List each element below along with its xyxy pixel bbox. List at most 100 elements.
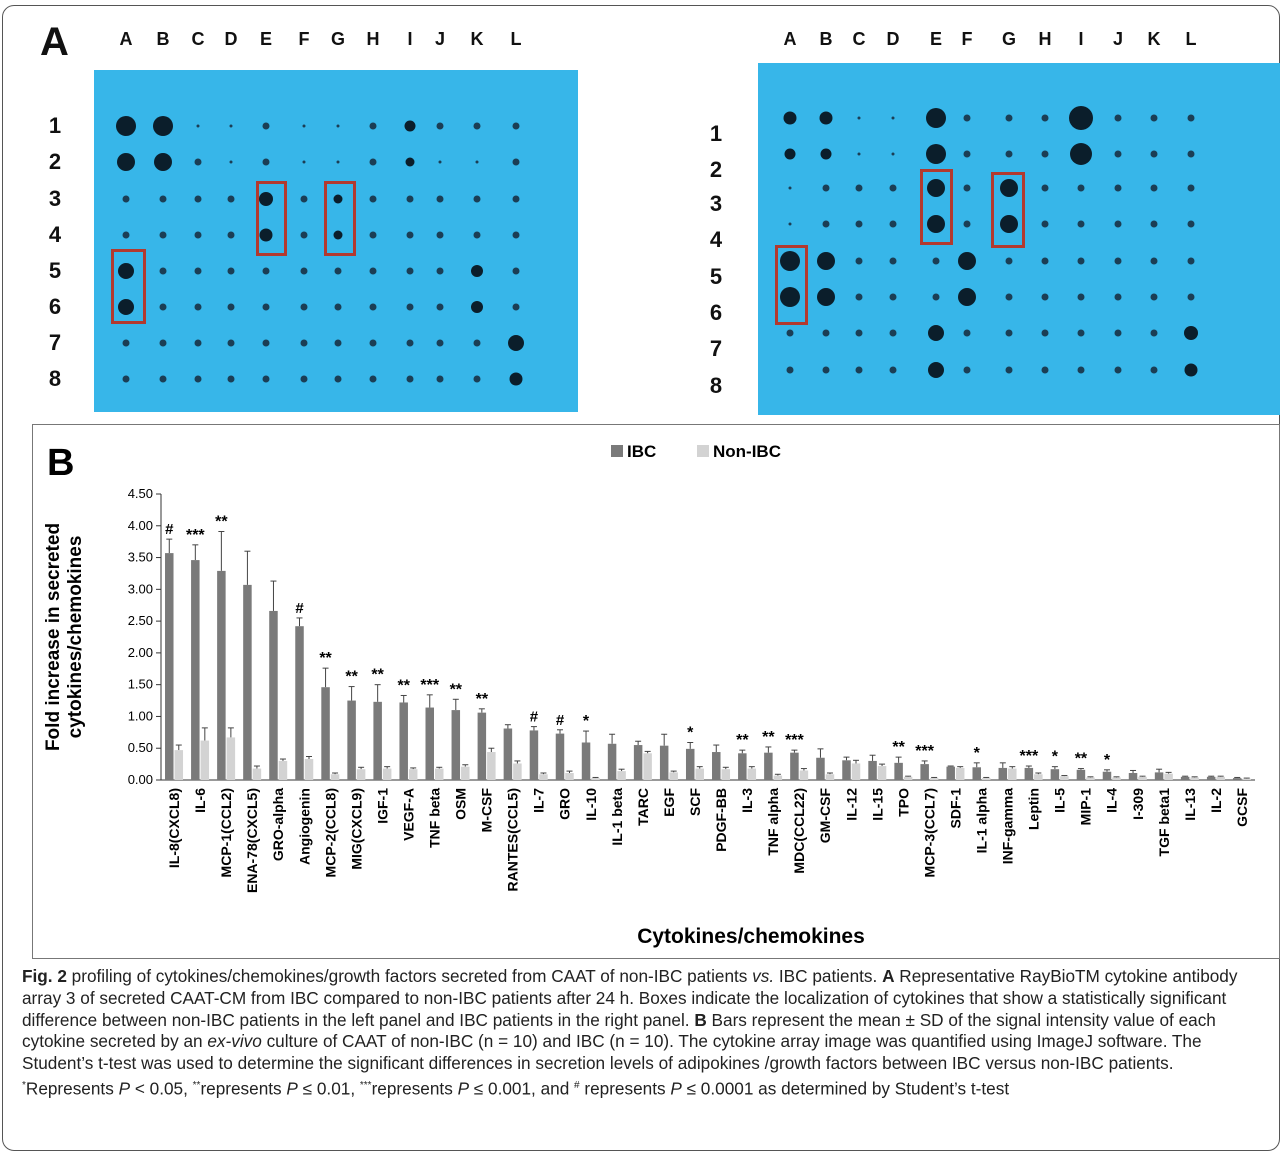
array-spot — [334, 375, 342, 383]
array-row-label: 3 — [709, 191, 723, 216]
array-spot — [229, 160, 233, 164]
significance-marker: *** — [420, 677, 439, 694]
significance-marker: * — [687, 725, 694, 742]
bar-ibc — [685, 748, 695, 780]
significance-marker: *** — [785, 732, 804, 749]
array-spot — [780, 251, 800, 271]
array-spot — [889, 257, 897, 265]
bar-non-ibc — [461, 766, 470, 780]
array-spot — [300, 231, 308, 239]
array-spot — [369, 231, 377, 239]
caption-text-8: represents — [200, 1078, 287, 1099]
x-tick-label: IL-15 — [869, 788, 885, 821]
array-spot — [928, 325, 944, 341]
array-spot — [159, 375, 167, 383]
array-spot — [302, 124, 306, 128]
array-spot — [889, 329, 897, 337]
array-spot — [891, 152, 895, 156]
array-spot — [1041, 257, 1049, 265]
array-row-label: 2 — [48, 149, 62, 174]
bar-ibc — [243, 584, 252, 780]
array-spot — [1114, 293, 1122, 301]
array-spot — [116, 116, 136, 136]
array-spot — [1041, 184, 1049, 192]
array-spot — [369, 303, 377, 311]
array-spot — [958, 252, 976, 270]
significance-marker: ** — [1075, 751, 1088, 768]
bar-ibc — [1050, 769, 1060, 780]
y-tick-label: 3.50 — [128, 550, 153, 565]
bar-ibc — [295, 626, 304, 780]
bar-ibc — [1128, 773, 1138, 780]
array-spot — [436, 303, 444, 311]
array-spot — [194, 375, 202, 383]
bar-ibc — [868, 760, 877, 780]
bar-ibc — [373, 701, 382, 780]
bar-ibc — [633, 745, 643, 780]
array-spot — [889, 293, 897, 301]
array-spot — [259, 228, 273, 242]
caption-p-1: P — [118, 1078, 131, 1099]
bar-ibc — [581, 742, 591, 780]
bar-non-ibc — [200, 740, 210, 780]
array-spot — [159, 267, 167, 275]
bar-ibc — [1206, 776, 1216, 780]
array-spot — [932, 293, 940, 301]
array-spot — [855, 220, 863, 228]
caption-text-2: IBC patients. — [774, 966, 883, 986]
bar-non-ibc — [903, 776, 913, 780]
bar-ibc — [998, 767, 1008, 780]
array-spot — [1187, 184, 1195, 192]
array-spot — [262, 267, 270, 275]
array-spot — [369, 267, 377, 275]
x-tick-label: MCP-3(CCL7) — [921, 788, 937, 877]
bar-ibc — [477, 712, 487, 780]
array-spot — [1187, 257, 1195, 265]
array-spot — [229, 124, 233, 128]
array-spot — [334, 339, 342, 347]
x-tick-label: TNF beta — [427, 788, 443, 848]
highlight-box — [111, 249, 146, 324]
x-tick-label: SDF-1 — [947, 788, 963, 829]
significance-marker: *** — [1020, 748, 1039, 765]
array-spot — [154, 153, 172, 171]
y-tick-label: 1.00 — [128, 708, 153, 723]
array-spot — [406, 195, 414, 203]
bar-non-ibc — [825, 774, 835, 780]
x-tick-label: TNF alpha — [765, 788, 781, 856]
legend-swatch — [697, 445, 709, 457]
caption-text-7: < 0.05, — [130, 1078, 193, 1099]
array-spot — [963, 220, 971, 228]
array-column-label: F — [298, 29, 310, 49]
array-spot — [1005, 293, 1013, 301]
array-row-label: 5 — [709, 264, 723, 289]
bar-non-ibc — [1112, 777, 1121, 780]
array-spot — [262, 158, 270, 166]
bar-non-ibc — [1034, 774, 1043, 780]
significance-marker: ** — [397, 677, 410, 694]
bar-ibc — [659, 745, 669, 780]
array-column-label: J — [1112, 29, 1124, 49]
array-spot — [404, 120, 416, 132]
legend-label: IBC — [627, 442, 656, 461]
array-spot — [436, 375, 444, 383]
array-spot — [336, 124, 340, 128]
array-spot — [1005, 329, 1013, 337]
array-spot — [509, 372, 523, 386]
x-tick-label: Leptin — [1026, 788, 1042, 830]
array-spot — [857, 152, 861, 156]
array-spot — [1114, 150, 1122, 158]
array-row-label: 7 — [48, 330, 62, 355]
x-tick-label: IL-3 — [739, 788, 755, 813]
significance-marker: * — [1052, 749, 1059, 766]
y-tick-label: 1.50 — [128, 677, 153, 692]
array-spot — [473, 122, 481, 130]
array-spot — [512, 122, 520, 130]
array-spot — [1077, 293, 1085, 301]
array-column-label: K — [470, 29, 484, 49]
x-tick-label: INF-gamma — [1000, 788, 1016, 864]
array-spot — [194, 231, 202, 239]
array-spot — [336, 160, 340, 164]
array-spot — [227, 339, 235, 347]
x-tick-label: GCSF — [1234, 788, 1250, 827]
